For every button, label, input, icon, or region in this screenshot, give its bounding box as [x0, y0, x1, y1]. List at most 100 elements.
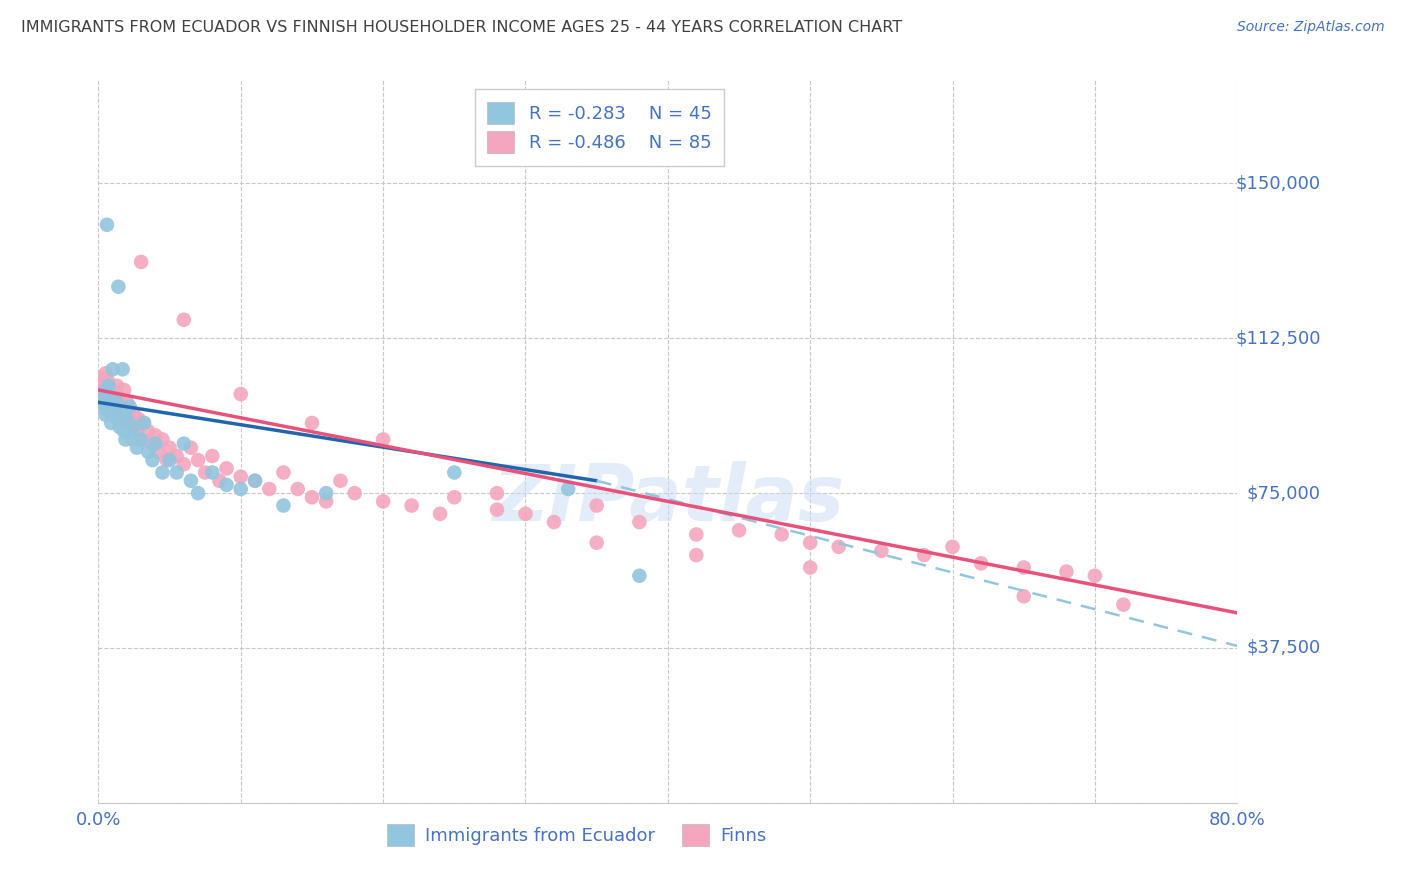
Point	[301, 490, 323, 504]
Point	[152, 466, 174, 480]
Point	[121, 433, 143, 447]
Point	[329, 474, 352, 488]
Point	[173, 312, 195, 326]
Point	[429, 507, 451, 521]
Point	[97, 391, 120, 405]
Point	[114, 412, 136, 426]
Point	[585, 535, 607, 549]
Point	[373, 433, 395, 447]
Point	[156, 453, 179, 467]
Point	[125, 424, 148, 438]
Point	[105, 379, 128, 393]
Point	[100, 383, 122, 397]
Point	[96, 218, 118, 232]
Point	[443, 490, 465, 504]
Point	[94, 395, 117, 409]
Point	[94, 408, 117, 422]
Point	[543, 515, 565, 529]
Point	[828, 540, 851, 554]
Point	[112, 383, 135, 397]
Point	[101, 362, 124, 376]
Point	[105, 412, 128, 426]
Text: $75,000: $75,000	[1247, 484, 1320, 502]
Point	[91, 387, 114, 401]
Text: $112,500: $112,500	[1234, 329, 1320, 347]
Point	[166, 449, 188, 463]
Point	[152, 433, 174, 447]
Point	[215, 461, 238, 475]
Point	[187, 486, 209, 500]
Point	[208, 474, 231, 488]
Point	[111, 362, 134, 376]
Point	[104, 395, 127, 409]
Point	[112, 424, 135, 438]
Point	[94, 383, 117, 397]
Point	[145, 428, 167, 442]
Point	[401, 499, 423, 513]
Point	[180, 474, 202, 488]
Point	[103, 403, 125, 417]
Point	[96, 391, 118, 405]
Text: $150,000: $150,000	[1236, 175, 1320, 193]
Point	[129, 255, 152, 269]
Point	[215, 478, 238, 492]
Point	[91, 387, 114, 401]
Point	[100, 416, 122, 430]
Point	[373, 494, 395, 508]
Point	[122, 408, 145, 422]
Point	[93, 400, 115, 414]
Point	[141, 453, 163, 467]
Point	[98, 395, 121, 409]
Point	[243, 474, 266, 488]
Point	[1112, 598, 1135, 612]
Point	[970, 557, 993, 571]
Point	[315, 486, 337, 500]
Point	[107, 279, 129, 293]
Point	[273, 466, 295, 480]
Point	[799, 535, 821, 549]
Point	[98, 395, 121, 409]
Point	[136, 424, 159, 438]
Point	[104, 391, 127, 405]
Point	[243, 474, 266, 488]
Point	[127, 412, 149, 426]
Point	[259, 482, 281, 496]
Point	[110, 408, 132, 422]
Point	[107, 403, 129, 417]
Point	[1084, 568, 1107, 582]
Point	[111, 400, 134, 414]
Text: ZIPatlas: ZIPatlas	[492, 461, 844, 537]
Point	[628, 568, 651, 582]
Point	[166, 466, 188, 480]
Point	[115, 412, 138, 426]
Point	[97, 379, 120, 393]
Point	[132, 416, 155, 430]
Point	[912, 548, 935, 562]
Point	[129, 433, 152, 447]
Point	[870, 544, 893, 558]
Point	[486, 502, 509, 516]
Point	[180, 441, 202, 455]
Point	[114, 433, 136, 447]
Point	[96, 383, 118, 397]
Point	[942, 540, 965, 554]
Point	[121, 420, 143, 434]
Point	[110, 408, 132, 422]
Point	[173, 457, 195, 471]
Point	[315, 494, 337, 508]
Point	[443, 466, 465, 480]
Point	[201, 449, 224, 463]
Point	[515, 507, 537, 521]
Point	[585, 499, 607, 513]
Point	[115, 395, 138, 409]
Point	[141, 436, 163, 450]
Point	[97, 375, 120, 389]
Point	[1056, 565, 1078, 579]
Point	[557, 482, 579, 496]
Point	[136, 445, 159, 459]
Point	[1012, 590, 1035, 604]
Point	[132, 416, 155, 430]
Point	[343, 486, 366, 500]
Point	[273, 499, 295, 513]
Point	[97, 403, 120, 417]
